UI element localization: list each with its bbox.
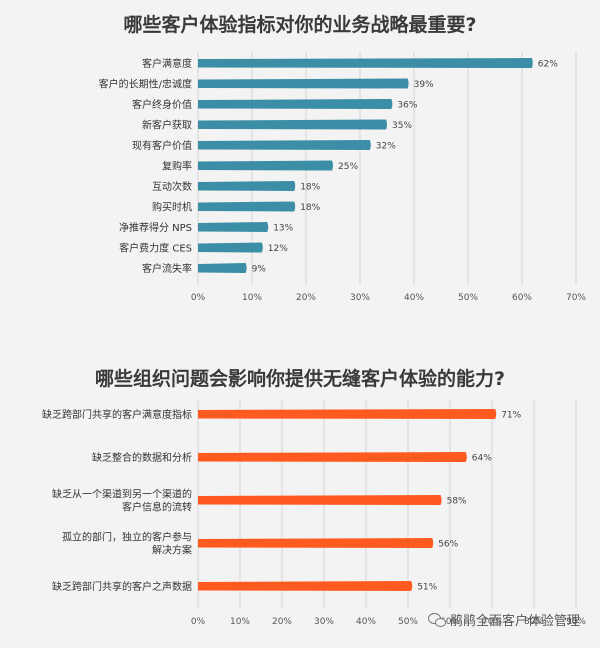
chart2-tick-label: 60%	[440, 617, 460, 627]
chart1-bar	[198, 78, 409, 89]
chart2-value-label: 51%	[417, 583, 437, 593]
watermark-text: 鹃鹃全面客户体验管理	[449, 614, 580, 629]
chart1-bar	[198, 119, 387, 130]
chart1-value-label: 18%	[300, 203, 320, 213]
chart1-category-label: 客户的长期性/忠诚度	[99, 78, 192, 91]
chart2-tick-label: 10%	[230, 617, 250, 627]
chart1-category-label: 互动次数	[152, 180, 192, 193]
chart2-category-label: 缺乏跨部门共享的客户满意度指标	[42, 408, 192, 421]
chart1-value-label: 13%	[273, 224, 293, 234]
chart1-category-label: 客户终身价值	[132, 98, 192, 111]
chart1-plot: 0% 10% 20% 30% 40% 50% 60% 70% 62% 客户满意度 39% 客户的长期性…	[99, 52, 586, 303]
chart2-tick-label: 20%	[272, 617, 292, 627]
chart1-tick-label: 50%	[458, 293, 478, 303]
chart2-bar	[198, 452, 467, 462]
chart1-category-label: 客户费力度 CES	[119, 242, 192, 255]
chart1-value-label: 62%	[538, 60, 558, 70]
chart1-value-label: 9%	[252, 265, 267, 275]
chart1-category-label: 客户流失率	[142, 262, 192, 275]
chart2-category-label: 解决方案	[152, 544, 192, 557]
chart1-tick-label: 40%	[404, 293, 424, 303]
chart2-value-label: 64%	[472, 454, 492, 464]
chart1-bar	[198, 242, 263, 253]
chart2-tick-label: 90%	[566, 617, 586, 627]
chart2-category-label: 缺乏整合的数据和分析	[92, 451, 192, 464]
chart1-category-label: 现有客户价值	[132, 139, 192, 152]
chart1-bar	[198, 201, 296, 212]
watermark: 鹃鹃全面客户体验管理	[427, 610, 580, 629]
chart1-category-label: 客户满意度	[142, 57, 192, 70]
wechat-icon	[427, 612, 446, 627]
chart1-tick-label: 60%	[512, 293, 532, 303]
chart2-tick-label: 0%	[191, 617, 206, 627]
chart1-value-label: 18%	[300, 183, 320, 193]
chart1-value-label: 32%	[376, 142, 396, 152]
chart2-bar	[198, 581, 413, 591]
chart2-value-label: 56%	[438, 540, 458, 550]
chart1-category-label: 复购率	[162, 160, 192, 173]
chart1-category-label: 净推荐得分 NPS	[119, 221, 192, 234]
chart2-category-label: 缺乏跨部门共享的客户之声数据	[52, 580, 192, 593]
chart2-tick-label: 80%	[524, 617, 544, 627]
chart2-tick-label: 70%	[482, 617, 502, 627]
chart1-tick-label: 0%	[191, 293, 206, 303]
chart2-bar	[198, 409, 497, 419]
chart1-category-label: 购买时机	[152, 201, 192, 214]
chart1-bar	[198, 160, 333, 171]
chart1-value-label: 39%	[414, 80, 434, 90]
chart2-category-label: 孤立的部门，独立的客户参与	[62, 531, 192, 544]
chart2-category-label: 客户信息的流转	[122, 501, 192, 514]
chart2-tick-label: 40%	[356, 617, 376, 627]
chart2-tick-label: 50%	[398, 617, 418, 627]
chart1-tick-label: 70%	[566, 293, 586, 303]
chart1-tick-label: 20%	[296, 293, 316, 303]
chart2-value-label: 71%	[501, 411, 521, 421]
chart2-value-label: 58%	[447, 497, 467, 507]
chart1-bar	[198, 58, 533, 68]
chart1-value-label: 25%	[338, 162, 358, 172]
chart1-tick-label: 10%	[242, 293, 262, 303]
chart2-title: 哪些组织问题会影响你提供无缝客户体验的能力?	[94, 368, 506, 390]
chart2-category-label: 缺乏从一个渠道到另一个渠道的	[52, 488, 192, 501]
chart1-value-label: 35%	[392, 121, 412, 131]
chart1-value-label: 36%	[397, 101, 417, 111]
chart1-title: 哪些客户体验指标对你的业务战略最重要?	[123, 14, 477, 36]
chart1-value-label: 12%	[268, 244, 288, 254]
chart2-tick-label: 30%	[314, 617, 334, 627]
chart1-bar	[198, 181, 296, 191]
chart1-bar	[198, 222, 269, 232]
chart1-bar	[198, 99, 393, 109]
chart1-category-label: 新客户获取	[142, 119, 192, 132]
chart1-tick-label: 30%	[350, 293, 370, 303]
chart2-bar	[198, 538, 434, 548]
chart2-bar	[198, 495, 442, 505]
chart1-bar	[198, 140, 371, 150]
chart1-bar	[198, 263, 247, 273]
